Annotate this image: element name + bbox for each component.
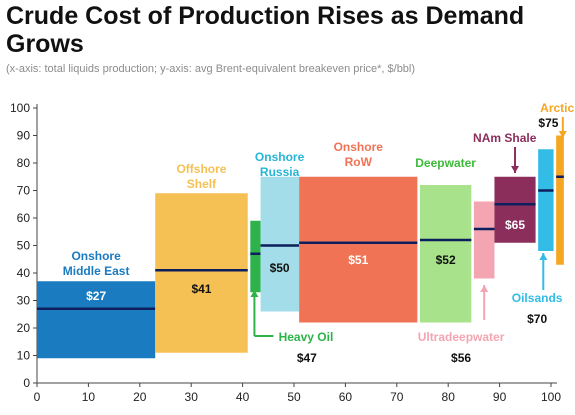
price-label: $56 — [451, 351, 471, 365]
price-label: $52 — [436, 253, 456, 267]
bar-onshore-row — [299, 176, 418, 323]
x-tick-label: 70 — [390, 390, 404, 404]
x-tick-label: 0 — [34, 390, 41, 404]
y-tick-label: 80 — [17, 156, 31, 170]
y-tick-label: 50 — [17, 239, 31, 253]
annotation-arrow-head — [539, 253, 548, 260]
x-tick-label: 90 — [493, 390, 507, 404]
category-label: Heavy Oil — [279, 330, 334, 344]
category-label: Onshore — [255, 150, 305, 164]
y-tick-label: 10 — [17, 349, 31, 363]
x-tick-label: 50 — [287, 390, 301, 404]
y-tick-label: 30 — [17, 294, 31, 308]
category-label: Ultradeepwater — [418, 330, 505, 344]
x-tick-label: 40 — [236, 390, 250, 404]
x-tick-label: 30 — [185, 390, 199, 404]
category-label: NAm Shale — [473, 131, 537, 145]
category-label: Onshore — [71, 249, 121, 263]
category-label: RoW — [345, 155, 373, 169]
category-label: Deepwater — [415, 156, 476, 170]
chart-subtitle: (x-axis: total liquids production; y-axi… — [6, 63, 416, 75]
category-label: Russia — [260, 165, 300, 179]
annotation-arrow-head — [480, 285, 489, 292]
y-tick-label: 20 — [17, 321, 31, 335]
y-tick-label: 0 — [23, 376, 30, 390]
annotation-arrow-head — [250, 290, 259, 297]
price-label: $47 — [297, 351, 317, 365]
category-label: Arctic — [540, 101, 574, 115]
bar-offshore-shelf — [155, 193, 248, 353]
y-tick-label: 60 — [17, 211, 31, 225]
price-label: $70 — [527, 312, 547, 326]
price-label: $50 — [270, 261, 290, 275]
x-tick-label: 20 — [133, 390, 147, 404]
chart-title: Crude Cost of Production Rises as Demand… — [6, 2, 525, 58]
category-label: Oilsands — [512, 291, 563, 305]
y-tick-label: 90 — [17, 129, 31, 143]
bar-ultradeepwater — [473, 201, 495, 279]
price-label: $75 — [538, 116, 558, 130]
x-tick-label: 80 — [442, 390, 456, 404]
y-tick-label: 100 — [10, 101, 30, 115]
price-label: $41 — [191, 282, 211, 296]
x-tick-label: 10 — [82, 390, 96, 404]
y-tick-label: 70 — [17, 184, 31, 198]
annotation-arrow-head — [558, 131, 567, 138]
category-label: Onshore — [334, 140, 384, 154]
bar-deepwater — [419, 185, 472, 323]
x-tick-label: 100 — [541, 390, 561, 404]
category-label: Offshore — [176, 162, 226, 176]
category-label: Shelf — [187, 177, 217, 191]
bars-group — [37, 135, 564, 359]
bar-heavy-oil — [250, 220, 261, 293]
bar-oilsands — [538, 149, 554, 251]
price-label: $65 — [505, 218, 525, 232]
category-label: Middle East — [63, 264, 130, 278]
bar-arctic — [556, 135, 564, 265]
y-tick-label: 40 — [17, 266, 31, 280]
price-label: $51 — [348, 253, 368, 267]
bar-onshore-russia — [260, 176, 300, 312]
annotation-arrow-head — [511, 166, 520, 173]
axes-group: 0 10 20 30 40 50 60 70 80 90 100 0 10 20 30 40 50 60 70 80 9… — [10, 101, 561, 404]
bar-onshore-middle-east — [37, 281, 156, 359]
bar-nam-shale — [494, 176, 536, 243]
x-tick-label: 60 — [339, 390, 353, 404]
price-label: $27 — [86, 289, 106, 303]
